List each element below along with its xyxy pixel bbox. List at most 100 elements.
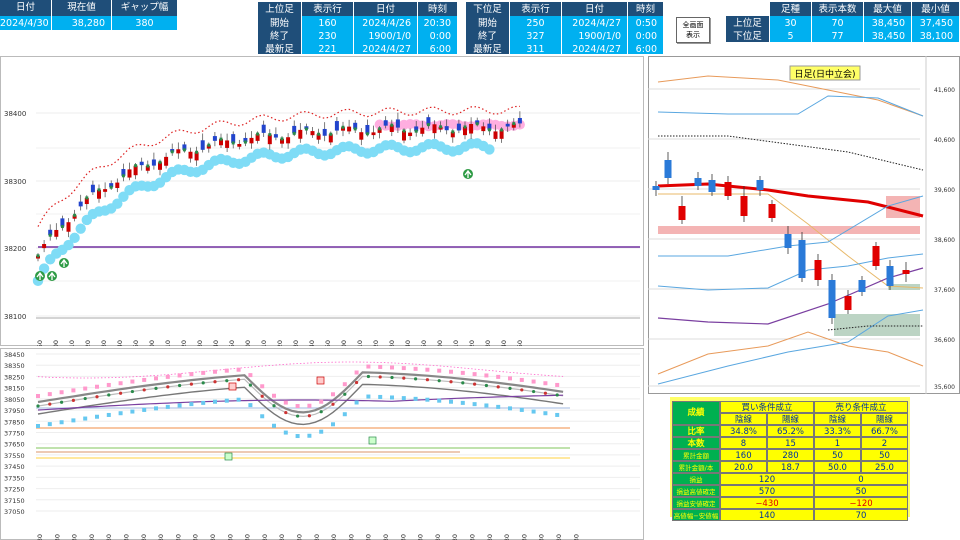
x-tick: 18:30 [382, 534, 390, 540]
signal-square [378, 127, 382, 131]
summary-upper-label: 上位足 [726, 16, 770, 29]
pink-marker [283, 400, 288, 405]
blue-marker [59, 420, 64, 425]
candle-body [261, 124, 266, 133]
x-tick: 12:30 [278, 534, 286, 540]
x-tick-label: 2:30 [520, 534, 528, 540]
y-tick-label: 37350 [4, 474, 25, 482]
x-tick: 1:00 [52, 340, 60, 346]
upper-band-markers [374, 118, 525, 132]
x-tick-label: 1:00 [52, 340, 60, 346]
signal-square [280, 137, 284, 141]
resistance-zone [658, 226, 920, 234]
upper-timeframe-indicator-chart: 38450 38350 38250 38150 38050 37950 37850 37750… [0, 348, 644, 540]
signal-dot [425, 378, 429, 382]
x-tick: 5:40 [500, 340, 508, 346]
candle-body [456, 123, 461, 131]
pink-marker [472, 372, 477, 377]
signal-dot [213, 380, 217, 384]
pink-marker [496, 374, 501, 379]
stats-sell-total: 0 [814, 473, 908, 485]
daily-body [708, 180, 716, 192]
signal-square [97, 188, 101, 192]
x-tick: 2:50 [228, 340, 236, 346]
x-tick: 20:30 [417, 534, 425, 540]
pink-marker [236, 367, 241, 372]
x-tick-label: 5:30 [192, 534, 200, 540]
x-tick: 2:10 [164, 340, 172, 346]
signal-square [268, 133, 272, 137]
x-tick: 16:30 [347, 534, 355, 540]
blue-marker [437, 398, 442, 403]
pink-marker [366, 364, 371, 369]
signal-dot [532, 389, 536, 394]
lower-band-dot [63, 239, 74, 251]
y-tick-label: 38350 [4, 362, 25, 370]
x-tick-label: 14:30 [313, 534, 321, 540]
lower-end-date: 1900/1/0 [562, 29, 628, 42]
x-tick-label: 3:10 [260, 340, 268, 346]
indicator-line [37, 371, 564, 414]
signal-square [73, 213, 77, 217]
x-tick: 5:00 [436, 340, 444, 346]
signal-dot [508, 386, 512, 390]
daily-title-box [789, 65, 861, 81]
stats-sell-total: −120 [814, 497, 908, 509]
buy-signal-icon [224, 452, 233, 461]
pink-marker [425, 367, 430, 372]
blue-marker [390, 395, 394, 400]
header-date: 日付 [0, 0, 52, 16]
daily-body [652, 186, 660, 190]
upper-start-rows: 160 [302, 16, 354, 29]
x-tick: 11:30 [261, 534, 269, 540]
fullscreen-display-button[interactable]: 全画面 表示 [676, 17, 710, 43]
ma-line [657, 95, 924, 117]
candle-body [328, 134, 333, 143]
candle-body [267, 134, 272, 145]
signal-square [304, 127, 308, 131]
chart-frame [648, 56, 960, 394]
pink-marker [71, 388, 76, 393]
indicator-lines [36, 361, 570, 459]
header-current-price: 現在値 [52, 0, 112, 16]
signal-square [390, 123, 394, 127]
blue-marker [201, 400, 206, 405]
x-tick-label: 22:30 [451, 534, 459, 540]
x-tick: 9:30 [226, 534, 234, 540]
candle-body [121, 169, 126, 176]
pink-marker [201, 370, 206, 375]
stats-row-label: 累計金額 [672, 449, 720, 461]
candle-body [316, 134, 321, 140]
blue-marker [260, 414, 265, 419]
blue-marker [71, 418, 76, 423]
x-tick-label: 2:10 [164, 340, 172, 346]
signal-square [341, 125, 345, 129]
x-tick-label: 3:30 [292, 340, 300, 346]
signal-square [48, 233, 52, 237]
ma-line [657, 253, 924, 291]
signal-dot [260, 394, 264, 398]
pink-marker [118, 381, 123, 386]
buy-signal-icon [368, 436, 377, 445]
x-tick-label: 1:30 [123, 534, 131, 540]
x-tick-label: 0:30 [105, 534, 113, 540]
signal-dot [284, 410, 288, 415]
candle-body [54, 229, 59, 237]
header-time: 時刻 [628, 2, 664, 16]
candle-body [60, 218, 65, 227]
y-tick-label: 38150 [4, 385, 25, 393]
blue-marker [165, 404, 170, 409]
x-tick: 23:30 [88, 534, 96, 540]
y-tick-label: 37550 [4, 452, 25, 460]
pink-marker [177, 373, 182, 378]
y-tick-label: 37250 [4, 486, 25, 494]
lower-end-time: 0:00 [628, 29, 664, 42]
sell-bullish-header: 陽線 [861, 413, 908, 425]
summary-lower-min: 38,100 [912, 29, 960, 42]
lower-band-dot [112, 198, 123, 209]
signal-dot [484, 383, 488, 388]
x-tick: 0:50 [36, 340, 44, 346]
pink-marker [354, 370, 359, 375]
signal-dot [201, 381, 205, 385]
signal-square [329, 132, 333, 136]
